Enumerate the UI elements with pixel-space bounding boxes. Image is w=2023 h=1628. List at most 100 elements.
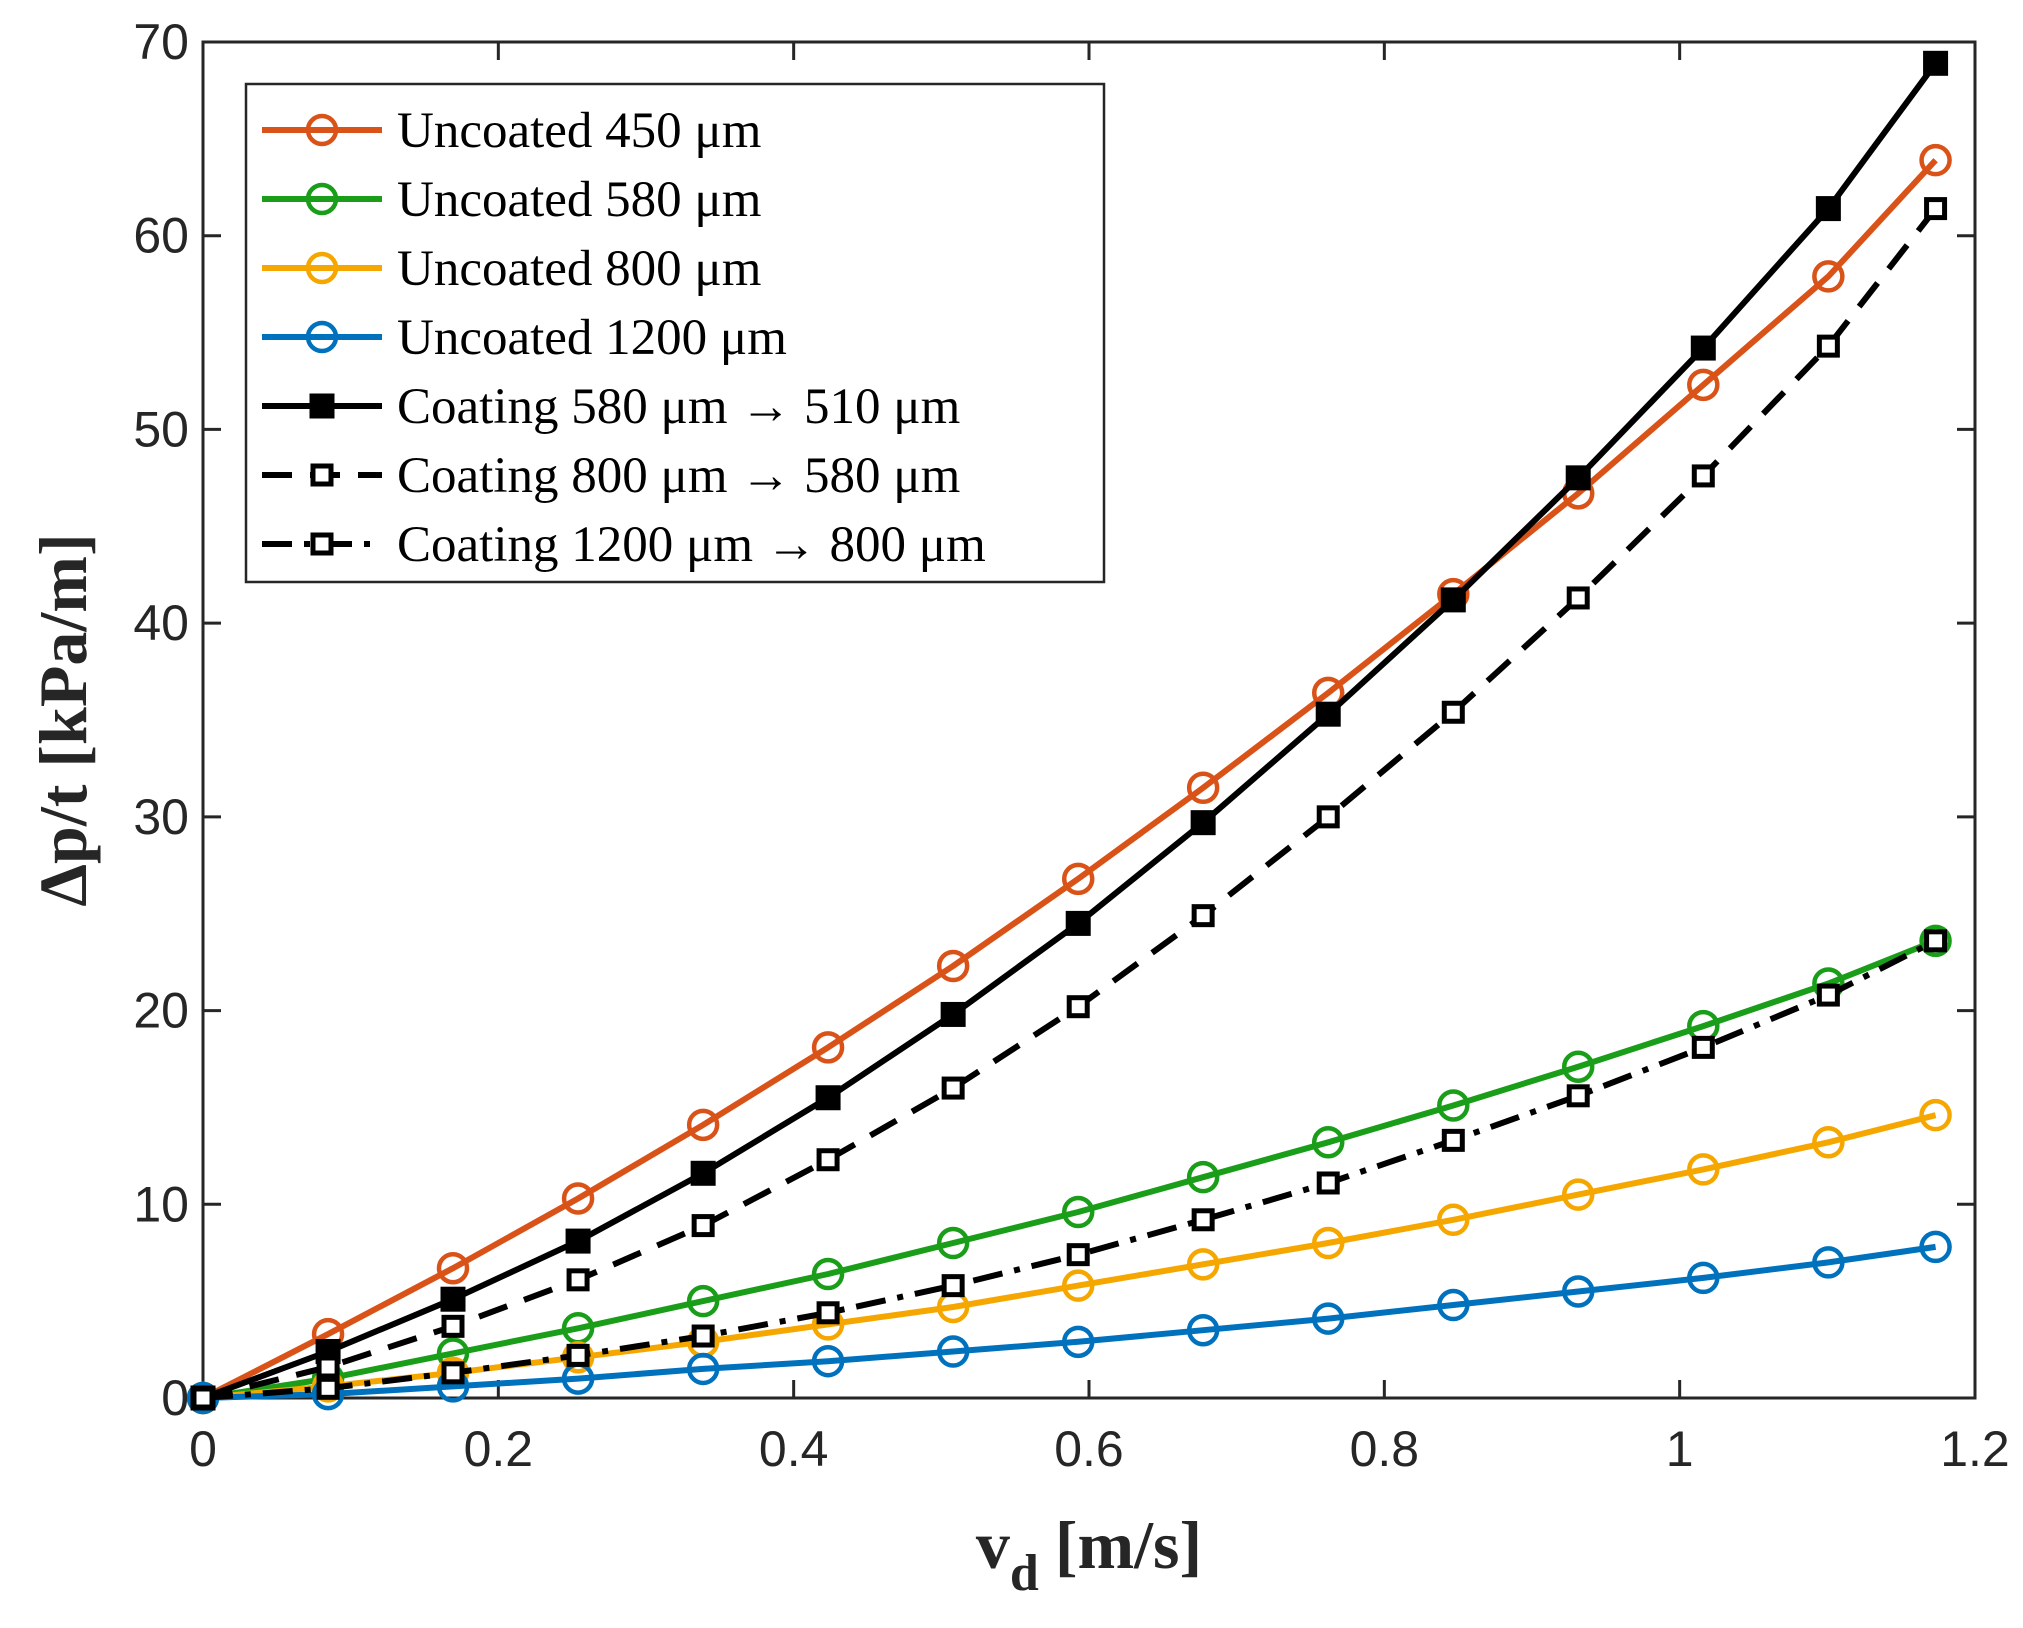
data-point xyxy=(1815,196,1841,222)
legend-label: Uncoated 1200 μm xyxy=(397,310,787,366)
legend-marker xyxy=(305,182,339,216)
x-tick-label: 1.2 xyxy=(1940,1421,2010,1477)
data-point xyxy=(1440,587,1466,613)
data-point xyxy=(1566,586,1590,610)
data-point xyxy=(1191,1208,1215,1232)
data-point xyxy=(936,1335,970,1368)
data-point xyxy=(1691,464,1715,488)
data-point xyxy=(566,1268,590,1292)
x-tick-label: 0.4 xyxy=(759,1421,829,1477)
data-point xyxy=(1065,910,1091,936)
data-point xyxy=(936,1226,970,1260)
data-point xyxy=(566,1343,590,1367)
data-point xyxy=(691,1324,715,1348)
data-point xyxy=(1066,1243,1090,1267)
data-point xyxy=(1311,1226,1345,1260)
data-point xyxy=(1812,1246,1845,1279)
data-point xyxy=(565,1228,591,1254)
legend-item: Uncoated 1200 μm xyxy=(262,310,787,366)
legend-label: Uncoated 450 μm xyxy=(397,103,761,159)
data-point xyxy=(1437,1288,1470,1322)
data-point xyxy=(1816,983,1840,1007)
series-line xyxy=(202,1112,1937,1401)
data-point xyxy=(691,1214,715,1238)
data-point xyxy=(1690,335,1716,361)
data-point xyxy=(1812,260,1845,293)
data-point xyxy=(316,1376,340,1400)
data-point xyxy=(941,1274,965,1298)
legend-marker xyxy=(309,393,335,419)
data-point xyxy=(811,1344,845,1378)
data-point xyxy=(1190,810,1216,836)
data-point xyxy=(686,1352,720,1386)
series-7 xyxy=(191,929,1948,1410)
x-tick-label: 0.2 xyxy=(464,1421,534,1477)
legend-label: Coating 580 μm → 510 μm xyxy=(397,379,960,435)
data-point xyxy=(811,1031,845,1064)
x-tick-label: 0.6 xyxy=(1054,1421,1124,1477)
legend-marker xyxy=(305,320,339,354)
legend-label: Coating 800 μm → 580 μm xyxy=(397,448,960,504)
data-point xyxy=(1441,1128,1465,1152)
data-point xyxy=(1186,1160,1220,1194)
x-tick-label: 0.8 xyxy=(1350,1421,1420,1477)
data-point xyxy=(1437,1089,1470,1122)
y-tick-label: 40 xyxy=(133,595,189,651)
y-tick-label: 70 xyxy=(133,14,189,70)
data-point xyxy=(441,1361,465,1385)
x-tick-label: 0 xyxy=(189,1421,217,1477)
y-tick-label: 10 xyxy=(133,1176,189,1232)
data-point xyxy=(1316,805,1340,829)
data-point xyxy=(1186,1248,1220,1281)
legend: Uncoated 450 μm Uncoated 580 μm Uncoated 8… xyxy=(244,82,1106,584)
x-tick-label: 1 xyxy=(1666,1421,1694,1477)
data-point xyxy=(1437,1203,1470,1237)
data-point xyxy=(1186,1313,1220,1347)
series-line xyxy=(202,938,1937,1401)
data-point xyxy=(811,1257,845,1291)
data-point xyxy=(1066,995,1090,1019)
series-4 xyxy=(186,1230,1952,1415)
data-point xyxy=(1441,700,1465,724)
y-tick-label: 0 xyxy=(161,1370,189,1426)
data-point xyxy=(1687,1261,1720,1295)
series-line xyxy=(202,938,1937,1401)
legend-marker xyxy=(310,463,334,487)
legend-marker xyxy=(310,532,334,556)
data-point xyxy=(1687,368,1720,402)
data-point xyxy=(686,1108,720,1142)
data-point xyxy=(690,1160,716,1186)
x-axis-title-subscript: d xyxy=(1010,1545,1039,1602)
data-point xyxy=(441,1314,465,1338)
legend-item: Coating 800 μm → 580 μm xyxy=(262,448,960,504)
legend-box xyxy=(244,82,1106,584)
y-tick-label: 20 xyxy=(133,983,189,1039)
data-point xyxy=(686,1284,720,1318)
data-point xyxy=(561,1182,595,1215)
legend-item: Coating 580 μm → 510 μm xyxy=(262,379,960,435)
data-point xyxy=(1812,1126,1845,1159)
legend-item: Coating 1200 μm → 800 μm xyxy=(262,517,986,573)
legend-label: Coating 1200 μm → 800 μm xyxy=(397,517,986,573)
data-point xyxy=(1919,1098,1952,1132)
axis-ticks xyxy=(201,40,1977,1400)
data-point xyxy=(940,1001,966,1027)
data-point xyxy=(941,1076,965,1100)
data-point xyxy=(1561,1275,1595,1308)
series-line xyxy=(201,158,1938,1401)
series-layer xyxy=(186,50,1952,1415)
data-point xyxy=(1191,904,1215,928)
data-point xyxy=(1061,1195,1095,1229)
data-point xyxy=(1924,197,1948,221)
legend-label: Uncoated 580 μm xyxy=(397,172,761,228)
data-point xyxy=(1311,1126,1345,1159)
data-point xyxy=(1691,1035,1715,1059)
data-point xyxy=(1919,1230,1952,1264)
data-point xyxy=(1561,1178,1595,1211)
y-tick-label: 30 xyxy=(133,789,189,845)
data-point xyxy=(1061,1325,1095,1359)
data-point xyxy=(816,1148,840,1172)
y-axis-title: Δp/t [kPa/m] xyxy=(25,533,101,906)
data-point xyxy=(816,1301,840,1325)
x-axis-title-unit: [m/s] xyxy=(1055,1507,1202,1583)
